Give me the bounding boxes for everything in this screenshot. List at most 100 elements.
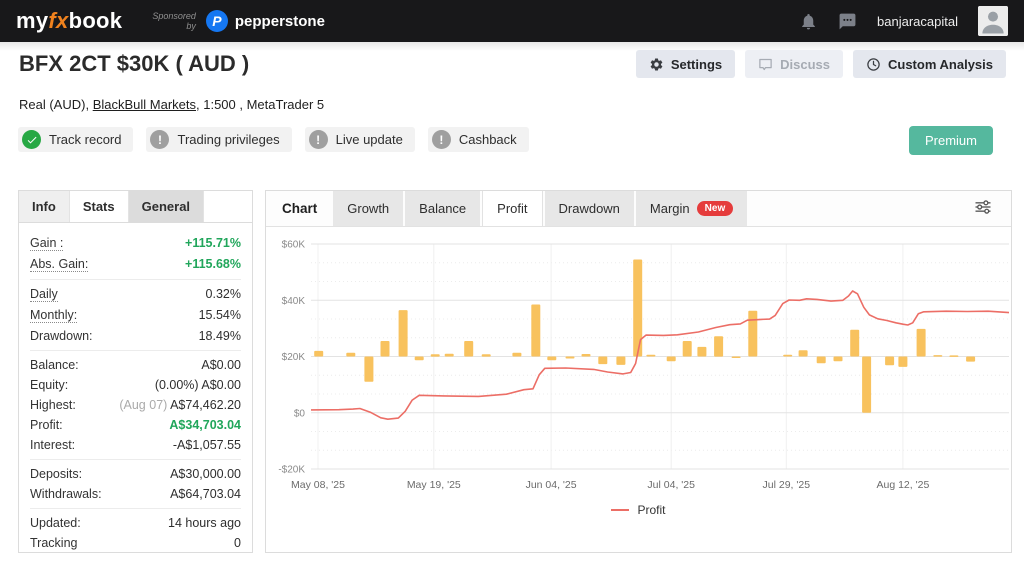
- chat-icon[interactable]: [838, 12, 857, 31]
- custom-analysis-button[interactable]: Custom Analysis: [853, 50, 1006, 78]
- profit-chart: $60K$40K$20K$0-$20KMay 08, '25May 19, '2…: [266, 229, 1011, 493]
- stat-value: 0.32%: [206, 287, 241, 301]
- svg-text:$20K: $20K: [282, 352, 306, 363]
- chart-tab-label: Balance: [419, 201, 466, 216]
- badge-label: Live update: [336, 132, 403, 147]
- stat-label: Interest:: [30, 438, 75, 452]
- svg-text:$60K: $60K: [282, 240, 306, 251]
- stat-label: Equity:: [30, 378, 68, 392]
- stat-value: +115.68%: [185, 257, 241, 271]
- badge-label: Track record: [49, 132, 121, 147]
- stat-row-withdrawals: Withdrawals:A$64,703.04: [30, 484, 241, 504]
- broker-link[interactable]: BlackBull Markets: [93, 97, 196, 112]
- stat-group: Updated:14 hours agoTracking0: [30, 508, 241, 557]
- exclamation-circle-icon: !: [432, 130, 451, 149]
- stats-tab-stats[interactable]: Stats: [70, 191, 129, 222]
- speech-bubble-icon: [758, 57, 773, 72]
- stat-row-gain: Gain :+115.71%: [30, 233, 241, 254]
- settings-button[interactable]: Settings: [636, 50, 735, 78]
- svg-text:Aug 12, '25: Aug 12, '25: [876, 479, 929, 491]
- badge-trading-privileges[interactable]: ! Trading privileges: [146, 127, 291, 152]
- stats-tabs: InfoStatsGeneral: [19, 191, 252, 223]
- myfxbook-logo[interactable]: myfxbook: [16, 8, 122, 34]
- stat-value: (Aug 07) A$74,462.20: [119, 398, 241, 412]
- svg-text:Jun 04, '25: Jun 04, '25: [526, 479, 577, 491]
- stat-value: A$30,000.00: [170, 467, 241, 481]
- stat-value: -A$1,057.55: [173, 438, 241, 452]
- pepperstone-wordmark[interactable]: pepperstone: [235, 13, 325, 30]
- avatar[interactable]: [978, 6, 1008, 36]
- chart-tab-chart[interactable]: Chart: [266, 191, 333, 226]
- sliders-icon: [973, 197, 993, 220]
- legend-item-profit[interactable]: Profit: [637, 503, 665, 517]
- stat-value: (0.00%) A$0.00: [155, 378, 241, 392]
- chart-tab-label: Profit: [497, 201, 527, 216]
- discuss-button[interactable]: Discuss: [745, 50, 843, 78]
- stat-label: Highest:: [30, 398, 76, 412]
- stat-value-prefix: (Aug 07): [119, 398, 170, 412]
- stat-row-abs-gain: Abs. Gain:+115.68%: [30, 254, 241, 275]
- badge-label: Trading privileges: [177, 132, 279, 147]
- exclamation-circle-icon: !: [150, 130, 169, 149]
- stat-value: 18.49%: [199, 329, 241, 343]
- sponsored-by-label: Sponsored by: [152, 11, 196, 32]
- chart-tab-drawdown[interactable]: Drawdown: [545, 191, 634, 226]
- stat-label: Daily: [30, 287, 58, 302]
- chart-tab-label: Margin: [650, 201, 690, 216]
- chart-tabs: Chart Growth Balance Profit Drawdown Margin Ne…: [266, 191, 1011, 227]
- logo-book: book: [69, 8, 123, 33]
- page-title: BFX 2CT $30K ( AUD ): [19, 51, 249, 77]
- new-badge: New: [697, 201, 734, 216]
- chart-tab-profit[interactable]: Profit: [482, 191, 542, 226]
- chart-tab-margin[interactable]: Margin New: [636, 191, 747, 226]
- stat-row-highest: Highest: (Aug 07) A$74,462.20: [30, 395, 241, 415]
- chart-tab-balance[interactable]: Balance: [405, 191, 480, 226]
- badge-live-update[interactable]: ! Live update: [305, 127, 415, 152]
- stat-value: 15.54%: [199, 308, 241, 322]
- stats-tab-info[interactable]: Info: [19, 191, 70, 222]
- badge-cashback[interactable]: ! Cashback: [428, 127, 529, 152]
- bell-icon[interactable]: [799, 12, 818, 31]
- stat-label: Withdrawals:: [30, 487, 102, 501]
- chart-tab-label: Growth: [347, 201, 389, 216]
- chart-panel: Chart Growth Balance Profit Drawdown Margin Ne…: [265, 190, 1012, 553]
- pepperstone-logo-icon[interactable]: P: [206, 10, 228, 32]
- stat-label: Drawdown:: [30, 329, 93, 343]
- chart-legend: Profit: [266, 503, 1011, 517]
- gear-icon: [649, 57, 664, 72]
- exclamation-circle-icon: !: [309, 130, 328, 149]
- stat-group: Gain :+115.71%Abs. Gain:+115.68%: [30, 229, 241, 279]
- username[interactable]: banjaracapital: [877, 14, 958, 29]
- svg-text:May 08, '25: May 08, '25: [291, 479, 345, 491]
- stats-tab-general[interactable]: General: [129, 191, 204, 222]
- profit-chart-svg: $60K$40K$20K$0-$20KMay 08, '25May 19, '2…: [266, 229, 1011, 493]
- stat-row-balance: Balance:A$0.00: [30, 355, 241, 375]
- stats-body: Gain :+115.71%Abs. Gain:+115.68% Daily 0.3…: [19, 223, 252, 563]
- chart-tab-growth[interactable]: Growth: [333, 191, 403, 226]
- stat-row-drawdown: Drawdown: 18.49%: [30, 326, 241, 346]
- stat-label: Tracking: [30, 536, 77, 550]
- badge-row: Track record! Trading privileges! Live upd…: [18, 127, 529, 152]
- stat-label: Deposits:: [30, 467, 82, 481]
- stat-group: Daily0.32%Monthly:15.54%Drawdown:18.49%: [30, 279, 241, 350]
- stat-row-deposits: Deposits: A$30,000.00: [30, 464, 241, 484]
- stat-row-profit: Profit:A$34,703.04: [30, 415, 241, 435]
- logo-my: my: [16, 8, 48, 33]
- stat-row-interest: Interest: -A$1,057.55: [30, 435, 241, 455]
- svg-text:$0: $0: [294, 408, 306, 419]
- account-actions: Settings Discuss Custom Analysis: [636, 50, 1006, 78]
- stat-row-daily: Daily 0.32%: [30, 284, 241, 305]
- stat-value: 14 hours ago: [168, 516, 241, 530]
- svg-text:$40K: $40K: [282, 296, 306, 307]
- stat-row-tracking: Tracking0: [30, 533, 241, 553]
- stat-value: A$34,703.04: [169, 418, 241, 432]
- premium-button[interactable]: Premium: [909, 126, 993, 155]
- svg-text:Jul 29, '25: Jul 29, '25: [763, 479, 811, 491]
- svg-text:Jul 04, '25: Jul 04, '25: [647, 479, 695, 491]
- badge-track-record[interactable]: Track record: [18, 127, 133, 152]
- logo-fx: fx: [48, 8, 68, 33]
- badge-label: Cashback: [459, 132, 517, 147]
- stat-row-equity: Equity: (0.00%) A$0.00: [30, 375, 241, 395]
- stat-label: Balance:: [30, 358, 79, 372]
- chart-settings-button[interactable]: [967, 191, 999, 226]
